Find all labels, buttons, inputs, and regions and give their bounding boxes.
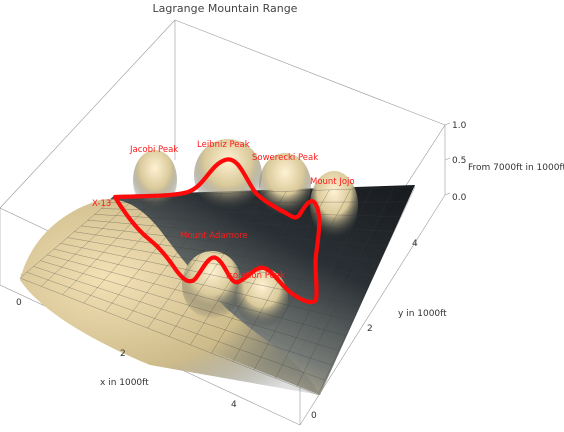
z-tick-label: 0.5 — [452, 156, 466, 166]
y-axis-label: y in 1000ft — [398, 309, 447, 319]
grid-line — [275, 188, 373, 379]
x-axis: 0 2 4 x in 1000ft — [16, 298, 237, 410]
grid-line — [296, 187, 394, 387]
grid-line — [253, 189, 351, 371]
y-tick-label: 0 — [311, 411, 317, 421]
peak-label: Leibniz Peak — [197, 140, 250, 150]
z-axis-label: From 7000ft in 1000ft — [468, 163, 564, 173]
y-axis: 0 2 4 y in 1000ft — [311, 239, 447, 421]
grid-line — [81, 225, 381, 262]
grid-line — [190, 191, 287, 345]
grid-line — [317, 186, 416, 396]
x-axis-label: x in 1000ft — [100, 378, 149, 388]
grid-line — [108, 201, 409, 204]
grid-line — [87, 219, 388, 247]
y-tick-label: 2 — [367, 324, 373, 334]
peak-label: X-13 — [92, 199, 111, 209]
peak-label: Jacobi Peak — [129, 145, 178, 155]
z-tick-label: 1.0 — [452, 121, 467, 131]
chart-title: Lagrange Mountain Range — [153, 2, 298, 15]
peak-label: Isolation Peak — [226, 271, 285, 281]
grid-line — [94, 214, 395, 232]
grid-line — [101, 208, 402, 217]
peak-label: Mount Adamore — [180, 231, 248, 241]
red-path — [112, 157, 322, 305]
x-tick-label: 0 — [16, 298, 22, 308]
x-tick-label: 4 — [231, 400, 237, 410]
grid-line — [74, 231, 374, 277]
peak-label: Sowerecki Peak — [252, 153, 318, 163]
z-tick-label: 0.0 — [452, 193, 467, 203]
grid-line — [232, 189, 330, 362]
y-tick-label: 4 — [412, 239, 418, 249]
x-tick-label: 2 — [120, 349, 126, 359]
z-axis: 1.0 0.5 0.0 From 7000ft in 1000ft — [444, 121, 564, 203]
peak-label: Mount Jojo — [310, 177, 355, 187]
peak-labels: Jacobi Peak Leibniz Peak Sowerecki Peak … — [92, 140, 355, 281]
